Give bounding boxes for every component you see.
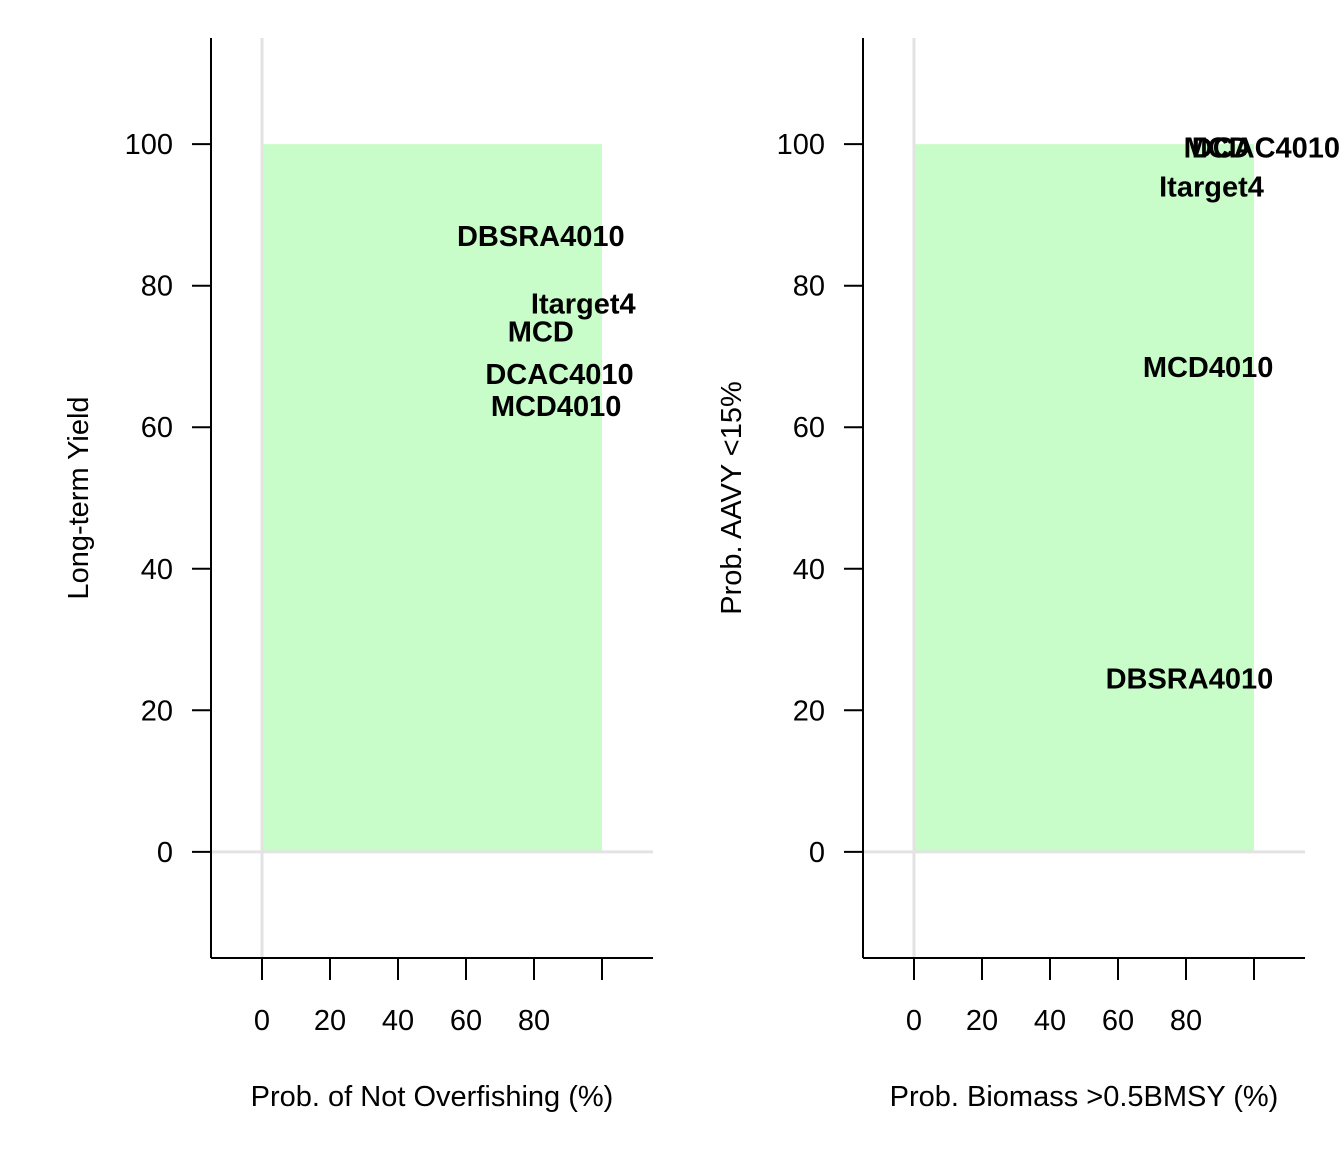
x-tick-label: 60: [1102, 1005, 1134, 1037]
point-label-mcd: MCD: [508, 317, 574, 349]
x-tick-label: 60: [450, 1005, 482, 1037]
y-tick-label: 0: [809, 837, 825, 869]
y-axis-title: Prob. AAVY <15%: [716, 381, 748, 615]
y-tick-label: 20: [141, 695, 173, 727]
x-tick-label: 80: [518, 1005, 550, 1037]
point-label-dcac4010: DCAC4010: [485, 359, 633, 391]
point-label-mcd: MCD: [1184, 133, 1250, 165]
y-tick-label: 60: [793, 412, 825, 444]
point-label-dbsra4010: DBSRA4010: [1106, 663, 1274, 695]
y-tick-label: 40: [793, 554, 825, 586]
y-tick-label: 100: [125, 129, 173, 161]
y-tick-label: 40: [141, 554, 173, 586]
y-tick-label: 20: [793, 695, 825, 727]
point-label-itarget4: Itarget4: [531, 288, 636, 320]
x-tick-label: 40: [1034, 1005, 1066, 1037]
y-tick-label: 0: [157, 837, 173, 869]
target-region: [262, 144, 602, 852]
x-tick-label: 40: [382, 1005, 414, 1037]
x-tick-label: 20: [966, 1005, 998, 1037]
y-axis-title: Long-term Yield: [63, 396, 95, 599]
point-label-itarget4: Itarget4: [1159, 172, 1264, 204]
x-tick-label: 0: [906, 1005, 922, 1037]
target-region: [914, 144, 1254, 852]
y-tick-label: 60: [141, 412, 173, 444]
point-label-mcd4010: MCD4010: [491, 391, 622, 423]
point-label-dbsra4010: DBSRA4010: [457, 221, 625, 253]
chart-panel-2: 0 20 40 60 80 100 0 20 40 60 80 Prob. Biomass >0.5B…: [716, 38, 1340, 1113]
x-tick-label: 20: [314, 1005, 346, 1037]
chart-panel-1: 0 20 40 60 80 100 0 20 40 60 80 Prob. of Not Overfi…: [63, 38, 653, 1113]
x-tick-label: 0: [254, 1005, 270, 1037]
point-label-mcd4010: MCD4010: [1143, 352, 1274, 384]
point-label-dcac4010: DCAC4010: [1192, 133, 1340, 165]
x-axis-title: Prob. Biomass >0.5BMSY (%): [890, 1081, 1279, 1113]
y-tick-label: 80: [793, 271, 825, 303]
y-tick-label: 80: [141, 271, 173, 303]
x-tick-label: 80: [1170, 1005, 1202, 1037]
y-tick-label: 100: [777, 129, 825, 161]
x-axis-title: Prob. of Not Overfishing (%): [251, 1081, 614, 1113]
